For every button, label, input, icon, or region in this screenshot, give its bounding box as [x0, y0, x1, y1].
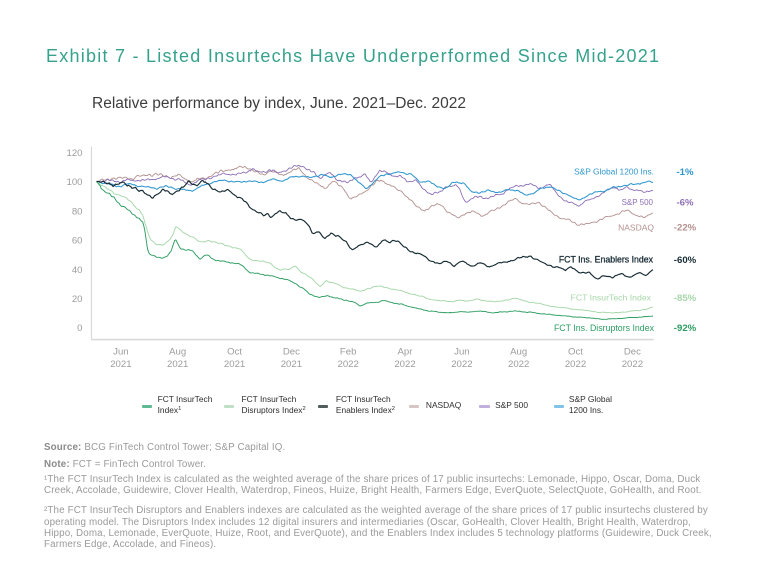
- svg-text:2022: 2022: [508, 359, 529, 370]
- svg-text:Jun: Jun: [113, 346, 128, 357]
- svg-text:Aug: Aug: [169, 346, 186, 357]
- svg-text:120: 120: [66, 148, 82, 159]
- svg-text:-92%: -92%: [674, 323, 697, 334]
- svg-text:FCT Ins. Enablers Index: FCT Ins. Enablers Index: [559, 255, 654, 265]
- svg-text:2021: 2021: [281, 359, 302, 370]
- svg-text:2022: 2022: [338, 359, 359, 370]
- svg-text:2021: 2021: [167, 359, 188, 370]
- svg-text:2021: 2021: [110, 359, 131, 370]
- svg-text:-6%: -6%: [676, 198, 694, 209]
- svg-text:100: 100: [66, 177, 82, 188]
- svg-text:Jun: Jun: [454, 346, 469, 357]
- svg-text:-60%: -60%: [674, 255, 697, 266]
- svg-text:2022: 2022: [622, 359, 643, 370]
- svg-text:2022: 2022: [451, 359, 472, 370]
- svg-text:NASDAQ: NASDAQ: [618, 222, 654, 232]
- svg-text:Dec: Dec: [624, 346, 641, 357]
- svg-text:80: 80: [72, 207, 83, 218]
- svg-text:Dec: Dec: [283, 346, 300, 357]
- svg-text:2022: 2022: [394, 359, 415, 370]
- svg-text:Apr: Apr: [398, 346, 414, 357]
- svg-text:40: 40: [72, 265, 83, 276]
- svg-text:-1%: -1%: [676, 167, 694, 178]
- svg-text:2022: 2022: [565, 359, 586, 370]
- svg-text:0: 0: [77, 323, 82, 334]
- svg-text:20: 20: [72, 294, 83, 305]
- svg-text:2021: 2021: [224, 359, 245, 370]
- svg-text:FCT InsurTech Index: FCT InsurTech Index: [571, 293, 652, 303]
- svg-text:Oct: Oct: [568, 346, 583, 357]
- svg-text:Feb: Feb: [340, 346, 357, 357]
- svg-text:S&P 500: S&P 500: [622, 198, 654, 207]
- svg-text:FCT Ins. Disruptors Index: FCT Ins. Disruptors Index: [554, 323, 655, 333]
- svg-text:60: 60: [72, 236, 83, 247]
- svg-text:-85%: -85%: [674, 293, 697, 304]
- svg-text:-22%: -22%: [674, 223, 697, 234]
- svg-text:S&P Global 1200 Ins.: S&P Global 1200 Ins.: [574, 167, 654, 177]
- svg-text:Oct: Oct: [227, 346, 242, 357]
- svg-text:Aug: Aug: [510, 346, 527, 357]
